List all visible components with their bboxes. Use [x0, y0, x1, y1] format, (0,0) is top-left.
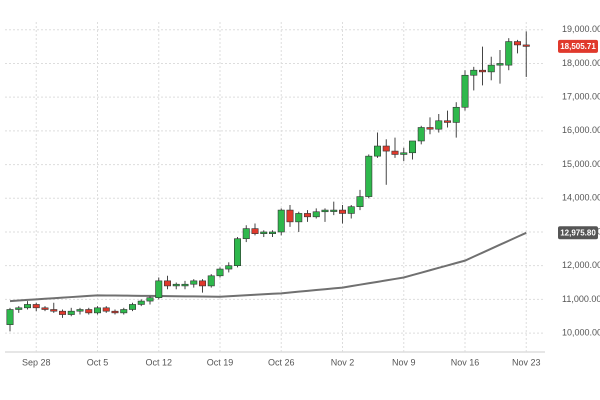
candle-body — [155, 280, 163, 299]
y-tick-label: 17,000.00 — [562, 92, 600, 102]
candle-body — [225, 265, 233, 270]
candle-body — [382, 145, 390, 152]
candle-body — [242, 228, 250, 240]
candle-body — [251, 228, 259, 234]
candle-body — [286, 209, 294, 223]
candle-body — [417, 127, 425, 142]
candle-body — [268, 231, 276, 234]
candle-body — [513, 41, 521, 46]
candle-body — [321, 209, 329, 213]
candle-body — [347, 206, 355, 214]
candle-body — [312, 211, 320, 218]
candle-body — [373, 145, 381, 157]
candle-body — [408, 140, 416, 154]
candle-body — [94, 307, 102, 314]
candle-body — [58, 310, 66, 315]
candle-body — [234, 238, 242, 266]
candle-body — [181, 283, 189, 287]
x-tick-label: Nov 23 — [512, 357, 541, 367]
candle-body — [146, 297, 154, 302]
candle-body — [522, 44, 530, 47]
candle-body — [338, 209, 346, 214]
candle-body — [67, 310, 75, 315]
candle-body — [487, 64, 495, 73]
candle-body — [120, 309, 128, 314]
candle-body — [15, 307, 23, 310]
candle-body — [137, 300, 145, 305]
candle-body — [452, 106, 460, 123]
candle-body — [41, 307, 49, 310]
x-tick-label: Nov 2 — [331, 357, 355, 367]
x-tick-label: Nov 9 — [392, 357, 416, 367]
price-tag — [558, 39, 598, 53]
x-tick-label: Sep 28 — [22, 357, 51, 367]
y-tick-label: 14,000.00 — [562, 193, 600, 203]
x-tick-label: Nov 16 — [451, 357, 480, 367]
candle-body — [50, 309, 58, 312]
candle-body — [356, 196, 364, 208]
price-tag-label: 18,505.71 — [560, 42, 596, 51]
candle-body — [129, 304, 137, 310]
x-tick-label: Oct 26 — [268, 357, 295, 367]
candle-body — [6, 309, 14, 325]
y-tick-label: 11,000.00 — [562, 294, 600, 304]
candle-body — [172, 283, 180, 287]
candle-body — [277, 209, 285, 233]
y-tick-label: 12,000.00 — [562, 260, 600, 270]
candle-body — [207, 275, 215, 287]
x-tick-label: Oct 12 — [145, 357, 172, 367]
candle-body — [199, 280, 207, 287]
candle-body — [164, 280, 172, 287]
price-tag — [558, 226, 598, 240]
candle-body — [190, 280, 198, 285]
candle-body — [400, 152, 408, 155]
y-tick-label: 15,000.00 — [562, 159, 600, 169]
y-tick-label: 16,000.00 — [562, 125, 600, 135]
candle-body — [85, 309, 93, 314]
candle-body — [478, 69, 486, 73]
candle-body — [330, 209, 338, 212]
candle-body — [216, 268, 224, 277]
candle-body — [111, 310, 119, 314]
candle-body — [260, 231, 268, 234]
candle-body — [426, 127, 434, 130]
candle-body — [496, 63, 504, 66]
price-tag-label: 12,975.80 — [560, 228, 596, 237]
moving-average-line — [9, 231, 527, 303]
candle-body — [32, 304, 40, 309]
candle-body — [435, 120, 443, 130]
candle-body — [391, 150, 399, 155]
candle-body — [295, 213, 303, 223]
candle-body — [365, 155, 373, 197]
candle-body — [470, 69, 478, 76]
y-tick-label: 18,000.00 — [562, 58, 600, 68]
candle-body — [303, 213, 311, 218]
y-tick-label: 10,000.00 — [562, 327, 600, 337]
x-tick-label: Oct 5 — [87, 357, 109, 367]
candle-body — [505, 41, 513, 66]
y-tick-label: 19,000.00 — [562, 24, 600, 34]
candle-body — [443, 120, 451, 123]
candle-body — [76, 309, 84, 312]
x-tick-label: Oct 19 — [207, 357, 234, 367]
candle-body — [461, 74, 469, 108]
candle-body — [102, 307, 110, 312]
candle-body — [23, 304, 31, 309]
